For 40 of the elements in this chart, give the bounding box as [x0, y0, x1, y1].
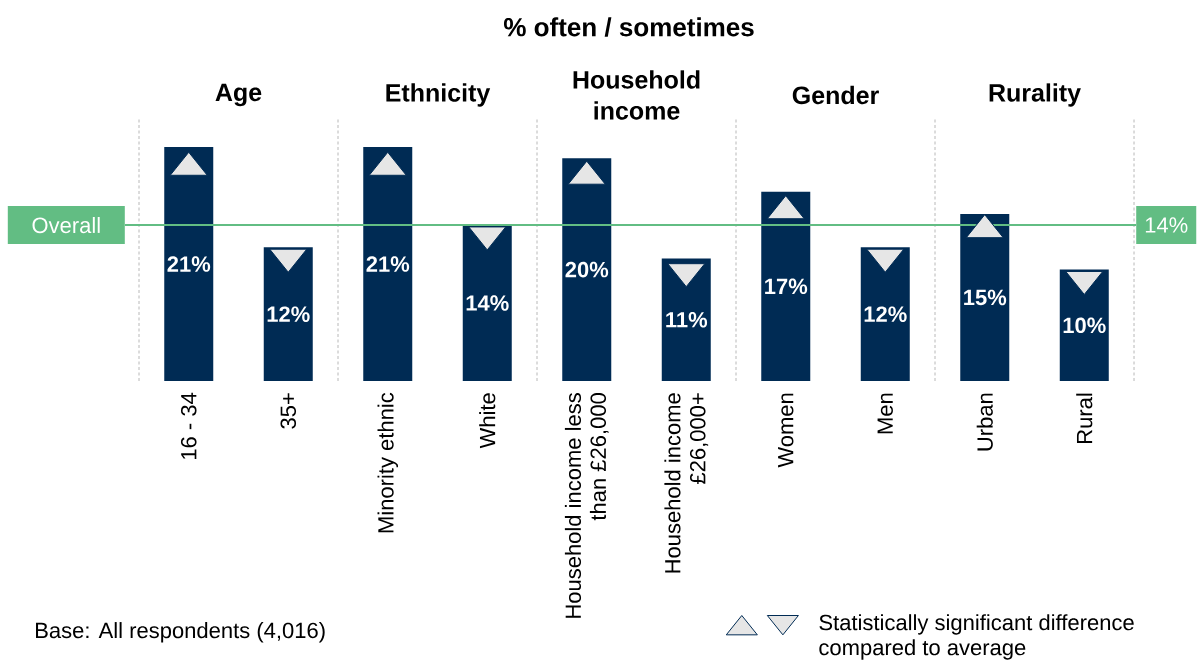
bar [164, 147, 214, 381]
x-tick-label: Rural [1076, 393, 1093, 443]
text: 14% [1145, 217, 1188, 233]
data-label: 10% [1063, 317, 1106, 334]
chart-title: % often / sometimes [503, 17, 754, 37]
x-tick-label: Women [778, 393, 794, 468]
x-tick-label: White [479, 393, 496, 449]
data-label: 21% [366, 256, 410, 272]
text: Age [215, 83, 262, 107]
x-tick-label: Household income £26,000+ [664, 393, 709, 573]
data-label: 14% [466, 295, 509, 311]
data-label: 21% [167, 256, 211, 272]
data-label: 11% [666, 311, 708, 328]
bar [263, 247, 313, 381]
x-tick-label: 35+ [280, 393, 297, 429]
x-tick-label: Household income less than £26,000 [564, 393, 609, 618]
ref-line-label: Overall [32, 216, 100, 234]
legend-label: Statistically significant difference compared to average [819, 614, 1134, 660]
x-tick-label: Men [877, 393, 893, 434]
bar [363, 147, 413, 381]
text: Rurality [989, 83, 1081, 107]
data-label: 17% [765, 278, 808, 295]
bar [562, 158, 612, 381]
text: Gender [792, 85, 879, 105]
x-tick-label: Minority ethnic [377, 392, 398, 533]
text: Ethnicity [386, 83, 491, 107]
data-label: 12% [267, 306, 310, 322]
bar [761, 191, 811, 381]
bar [462, 225, 512, 381]
data-label: 15% [964, 289, 1007, 306]
data-label: 12% [864, 306, 907, 322]
text: Household income [573, 70, 700, 120]
x-tick-label: 16 - 34 [180, 392, 197, 460]
x-tick-label: Urban [976, 393, 993, 451]
bar [1059, 269, 1109, 381]
text: Base: All respondents (4,016) [36, 622, 325, 643]
bar [860, 247, 910, 381]
data-label: 20% [565, 261, 609, 278]
bar [960, 213, 1010, 381]
bar [661, 258, 711, 381]
